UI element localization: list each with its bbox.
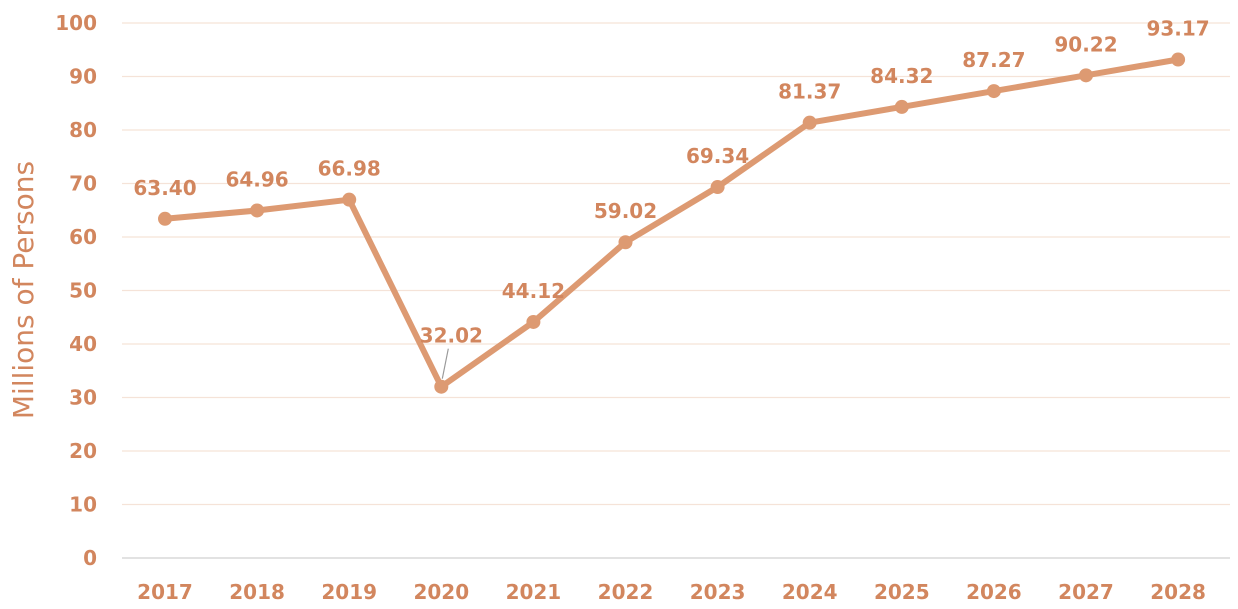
x-tick-label: 2021 (506, 580, 562, 604)
data-label: 66.98 (318, 157, 381, 181)
x-tick-label: 2020 (413, 580, 469, 604)
data-label: 64.96 (225, 167, 288, 191)
data-points (158, 52, 1186, 394)
y-tick-label: 40 (69, 332, 97, 356)
y-tick-label: 10 (69, 493, 97, 517)
data-point (158, 211, 172, 226)
data-label: 87.27 (962, 48, 1025, 72)
gridlines (122, 22, 1230, 559)
data-label: 44.12 (502, 279, 565, 303)
y-tick-label: 90 (69, 65, 97, 89)
data-label: 84.32 (870, 64, 933, 88)
data-point (526, 314, 541, 329)
series-line-layer (162, 56, 1182, 390)
data-point (342, 192, 357, 207)
data-label: 69.34 (686, 144, 749, 168)
data-label: 32.02 (420, 324, 483, 348)
data-point (1079, 68, 1093, 83)
x-tick-label: 2028 (1150, 580, 1206, 604)
data-label: 93.17 (1146, 17, 1209, 41)
y-tick-label: 80 (69, 118, 97, 142)
data-labels: 63.40 64.96 66.98 32.02 44.12 59.02 69.34 81.37… (133, 17, 1210, 379)
data-label: 59.02 (594, 199, 657, 223)
y-axis-title: Millions of Persons (7, 161, 40, 419)
x-tick-label: 2026 (966, 580, 1022, 604)
x-axis-ticks: 2017 2018 2019 2020 2021 2022 2023 2024 2025 2026… (137, 580, 1206, 604)
x-tick-label: 2023 (690, 580, 746, 604)
data-point (802, 115, 817, 130)
data-point (250, 203, 265, 218)
data-point (618, 235, 633, 250)
data-point (710, 180, 725, 195)
y-tick-label: 100 (55, 11, 97, 35)
x-tick-label: 2019 (321, 580, 377, 604)
data-label: 81.37 (778, 80, 841, 104)
x-tick-label: 2022 (598, 580, 654, 604)
data-point (986, 84, 1001, 99)
y-tick-label: 60 (69, 225, 97, 249)
y-tick-label: 30 (69, 386, 97, 410)
y-axis-ticks: 0 10 20 30 40 50 60 70 80 90 100 (55, 11, 97, 570)
y-tick-label: 20 (69, 439, 97, 463)
data-label-leader (441, 348, 449, 379)
data-point (1171, 52, 1186, 67)
x-tick-label: 2027 (1058, 580, 1114, 604)
x-tick-label: 2024 (782, 580, 838, 604)
y-tick-label: 0 (83, 546, 97, 570)
x-tick-label: 2017 (137, 580, 193, 604)
y-tick-label: 50 (69, 279, 97, 303)
x-tick-label: 2018 (229, 580, 285, 604)
y-tick-label: 70 (69, 172, 97, 196)
series-line (162, 56, 1182, 390)
data-label: 90.22 (1054, 32, 1117, 56)
data-point (894, 99, 909, 114)
x-tick-label: 2025 (874, 580, 930, 604)
data-point (434, 379, 449, 394)
data-label: 63.40 (133, 176, 196, 200)
